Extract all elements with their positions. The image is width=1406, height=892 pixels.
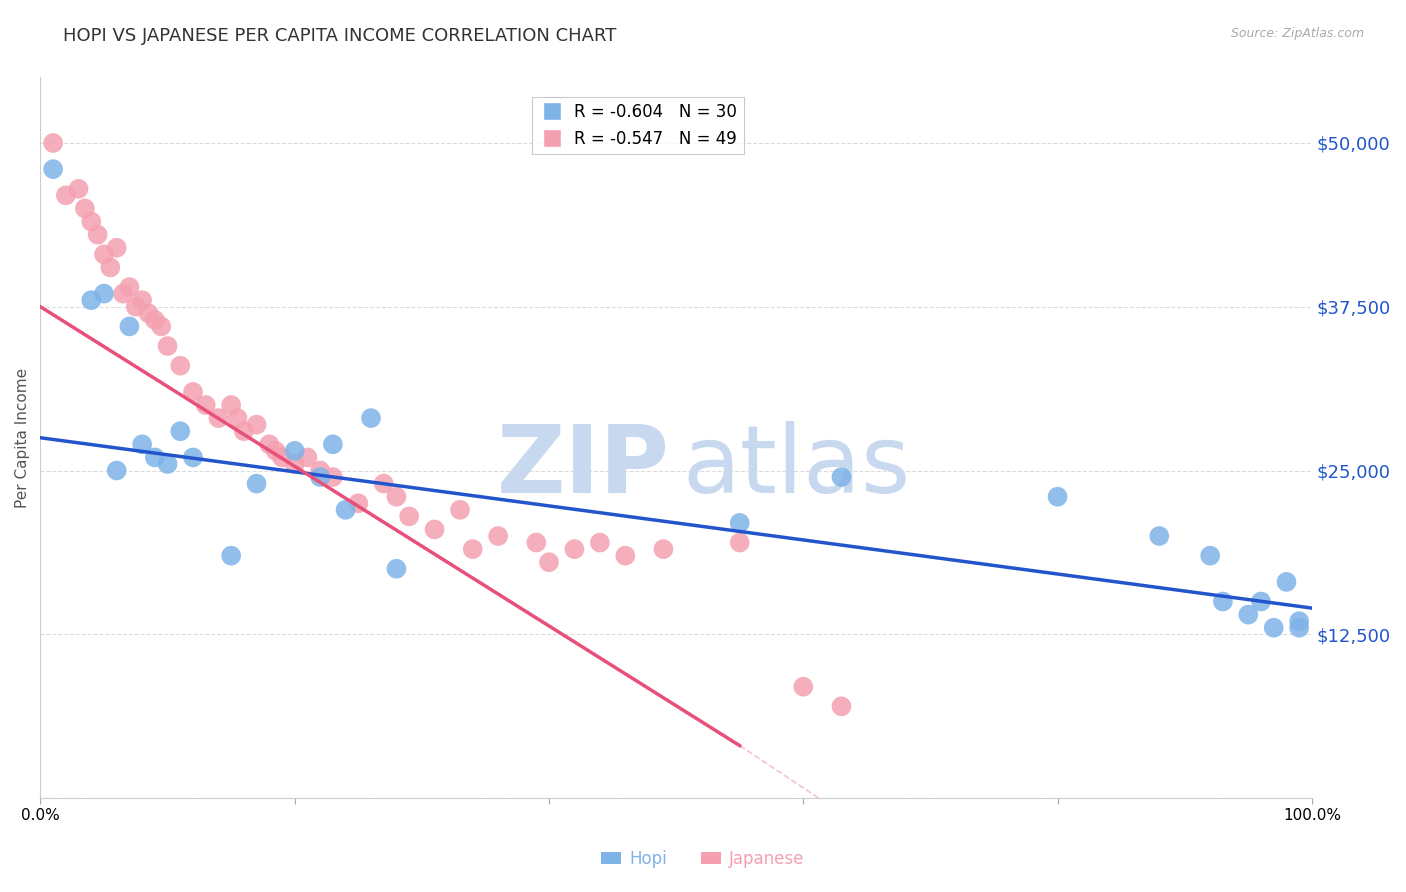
Legend: R = -0.604   N = 30, R = -0.547   N = 49: R = -0.604 N = 30, R = -0.547 N = 49	[533, 96, 744, 154]
Point	[86, 227, 108, 242]
Point	[181, 384, 204, 399]
Point	[423, 523, 446, 537]
Point	[1046, 490, 1069, 504]
Point	[1288, 614, 1310, 628]
Point	[80, 293, 103, 308]
Point	[385, 490, 408, 504]
Point	[98, 260, 121, 275]
Point	[42, 162, 65, 177]
Point	[112, 286, 135, 301]
Point	[73, 202, 96, 216]
Point	[284, 457, 307, 471]
Point	[271, 450, 294, 465]
Point	[42, 136, 65, 150]
Point	[125, 300, 148, 314]
Point	[1199, 549, 1222, 563]
Point	[131, 293, 153, 308]
Point	[728, 516, 751, 530]
Point	[131, 437, 153, 451]
Point	[398, 509, 420, 524]
Point	[309, 470, 332, 484]
Point	[461, 542, 484, 557]
Point	[486, 529, 509, 543]
Point	[55, 188, 77, 202]
Point	[67, 182, 90, 196]
Point	[792, 680, 814, 694]
Point	[589, 535, 612, 549]
Point	[118, 319, 141, 334]
Point	[93, 286, 115, 301]
Point	[1149, 529, 1171, 543]
Point	[284, 443, 307, 458]
Point	[245, 417, 267, 432]
Point	[652, 542, 675, 557]
Text: atlas: atlas	[682, 420, 911, 513]
Point	[1237, 607, 1260, 622]
Point	[1212, 594, 1234, 608]
Point	[360, 411, 382, 425]
Point	[194, 398, 217, 412]
Point	[156, 339, 179, 353]
Point	[309, 463, 332, 477]
Point	[118, 280, 141, 294]
Text: HOPI VS JAPANESE PER CAPITA INCOME CORRELATION CHART: HOPI VS JAPANESE PER CAPITA INCOME CORRE…	[63, 27, 617, 45]
Point	[1250, 594, 1272, 608]
Text: Source: ZipAtlas.com: Source: ZipAtlas.com	[1230, 27, 1364, 40]
Point	[245, 476, 267, 491]
Point	[143, 450, 166, 465]
Point	[373, 476, 395, 491]
Point	[1288, 621, 1310, 635]
Point	[156, 457, 179, 471]
Point	[537, 555, 560, 569]
Point	[259, 437, 281, 451]
Point	[297, 450, 319, 465]
Text: ZIP: ZIP	[496, 420, 669, 513]
Point	[524, 535, 547, 549]
Point	[169, 424, 191, 438]
Point	[169, 359, 191, 373]
Point	[80, 214, 103, 228]
Point	[728, 535, 751, 549]
Point	[385, 562, 408, 576]
Point	[207, 411, 229, 425]
Point	[564, 542, 586, 557]
Legend: Hopi, Japanese: Hopi, Japanese	[595, 844, 811, 875]
Point	[1275, 574, 1298, 589]
Point	[226, 411, 249, 425]
Point	[614, 549, 637, 563]
Point	[93, 247, 115, 261]
Point	[232, 424, 254, 438]
Point	[105, 241, 128, 255]
Point	[181, 450, 204, 465]
Point	[150, 319, 173, 334]
Point	[105, 463, 128, 477]
Point	[138, 306, 160, 320]
Point	[143, 313, 166, 327]
Point	[830, 470, 852, 484]
Point	[322, 470, 344, 484]
Point	[449, 503, 471, 517]
Point	[335, 503, 357, 517]
Point	[347, 496, 370, 510]
Y-axis label: Per Capita Income: Per Capita Income	[15, 368, 30, 508]
Point	[264, 443, 287, 458]
Point	[322, 437, 344, 451]
Point	[1263, 621, 1285, 635]
Point	[830, 699, 852, 714]
Point	[219, 398, 242, 412]
Point	[219, 549, 242, 563]
